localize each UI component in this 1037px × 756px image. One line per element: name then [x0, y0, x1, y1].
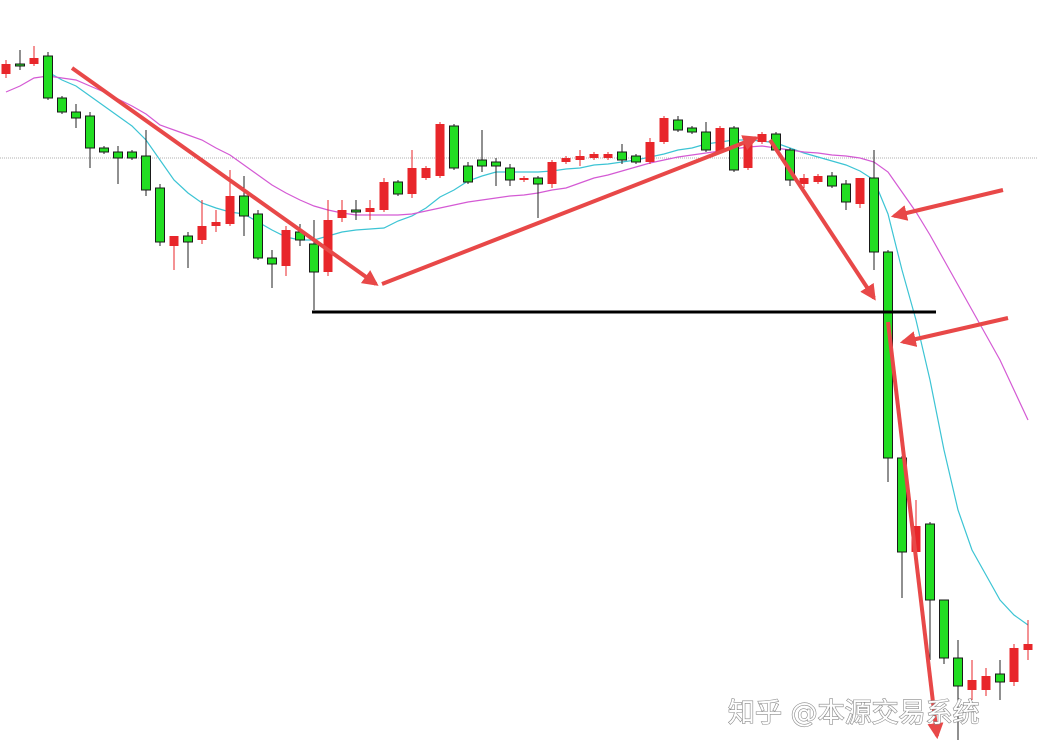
candle-body — [827, 175, 837, 187]
candle-body — [911, 526, 921, 552]
candle-body — [267, 257, 277, 265]
candles — [1, 46, 1033, 740]
arrow — [886, 321, 944, 740]
candle-body — [1023, 644, 1033, 650]
candle-body — [155, 187, 165, 243]
moving-average — [47, 71, 1029, 626]
candle-body — [687, 127, 697, 133]
candle-body — [169, 236, 179, 246]
candle-body — [967, 680, 977, 690]
candle-body — [491, 161, 501, 167]
candle-body — [1, 64, 11, 74]
arrow — [899, 316, 1009, 347]
arrow — [381, 135, 759, 286]
candle-body — [183, 235, 193, 243]
candle-body — [995, 673, 1005, 683]
candle-body — [855, 178, 865, 204]
candle-body — [519, 178, 529, 180]
candle-body — [589, 154, 599, 158]
candle-body — [211, 222, 221, 226]
candle-body — [449, 125, 459, 169]
candle-body — [225, 196, 235, 224]
candle-body — [337, 210, 347, 218]
candle-body — [575, 156, 585, 160]
candle-body — [477, 159, 487, 167]
candle-body — [43, 55, 53, 99]
candle-body — [197, 226, 207, 240]
arrows — [70, 66, 1009, 740]
candle-body — [281, 230, 291, 266]
candle-body — [659, 118, 669, 142]
candle-body — [981, 676, 991, 690]
candle-body — [141, 155, 151, 191]
candle-body — [715, 128, 725, 152]
candle-body — [673, 119, 683, 131]
candle-body — [603, 154, 613, 158]
candle-body — [57, 97, 67, 113]
arrow — [70, 66, 379, 286]
candle-body — [435, 124, 445, 176]
candle-body — [925, 523, 935, 601]
candle-body — [365, 208, 375, 212]
candle-body — [407, 168, 417, 194]
candle-body — [505, 167, 515, 181]
arrow — [890, 188, 1004, 221]
moving-average — [5, 75, 1029, 421]
candle-body — [71, 111, 81, 119]
candle-body — [869, 177, 879, 253]
candle-body — [99, 147, 109, 153]
candle-body — [953, 657, 963, 687]
candle-body — [617, 151, 627, 161]
candle-body — [379, 182, 389, 210]
candle-body — [239, 195, 249, 217]
candle-body — [85, 115, 95, 149]
candle-body — [253, 213, 263, 259]
candle-body — [841, 183, 851, 203]
candle-body — [15, 63, 25, 67]
candle-body — [897, 457, 907, 553]
candle-body — [939, 599, 949, 659]
candle-body — [547, 162, 557, 184]
candle-body — [743, 140, 753, 168]
candle-body — [29, 58, 39, 64]
candle-body — [127, 151, 137, 159]
arrow — [768, 138, 876, 301]
candle-body — [701, 131, 711, 151]
candle-body — [561, 158, 571, 162]
candle-body — [1009, 648, 1019, 682]
candle-body — [421, 168, 431, 178]
candle-body — [645, 142, 655, 162]
watermark: 知乎 @本源交易系统 — [728, 698, 980, 729]
candle-body — [309, 243, 319, 273]
candle-body — [631, 155, 641, 163]
candle-body — [113, 151, 123, 159]
candle-body — [813, 176, 823, 182]
candle-body — [393, 181, 403, 195]
candle-body — [463, 165, 473, 183]
candle-body — [533, 177, 543, 185]
candle-body — [351, 209, 361, 213]
candle-body — [799, 178, 809, 184]
candle-body — [323, 220, 333, 272]
candle-body — [757, 134, 767, 142]
